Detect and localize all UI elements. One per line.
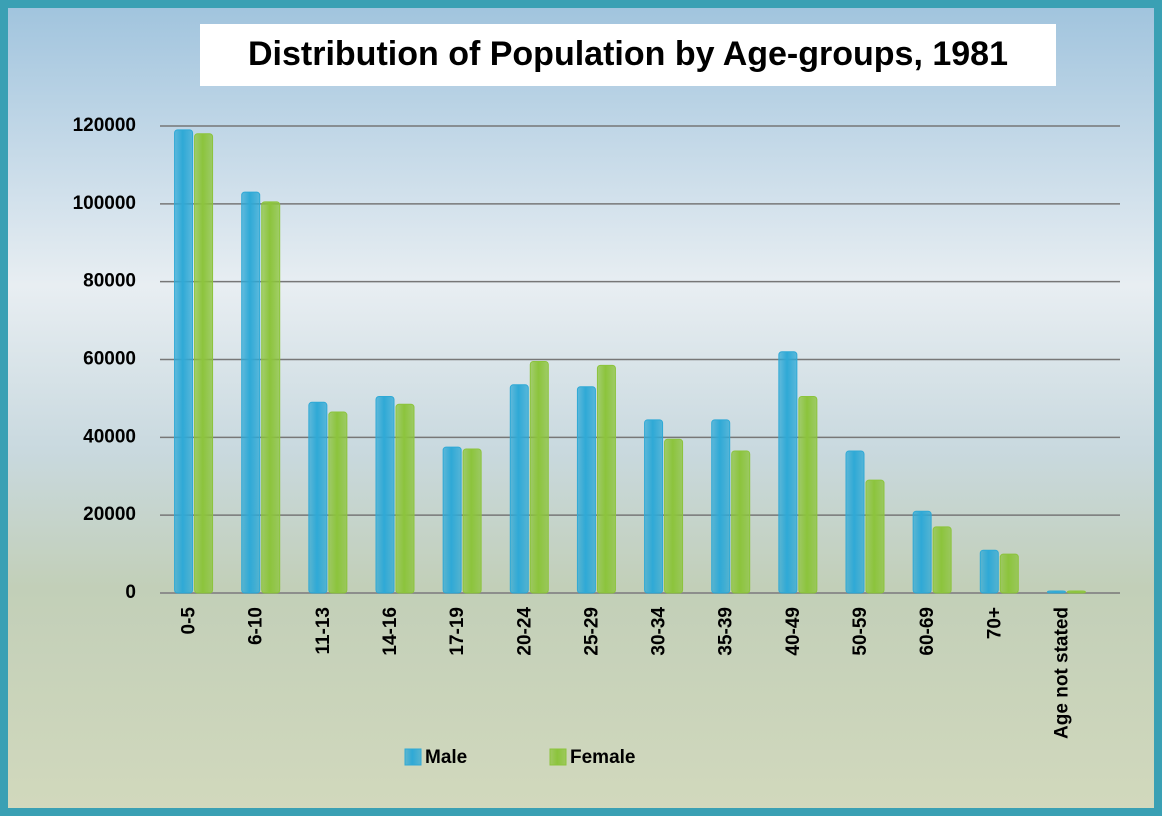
bar [913,511,931,593]
bar [597,365,615,593]
x-tick-label: 14-16 [380,607,401,656]
bar [1000,554,1018,593]
x-tick-label: 20-24 [514,607,535,656]
bar [376,396,394,593]
bar [866,480,884,593]
x-tick-label: 70+ [984,607,1005,639]
bar [242,192,260,593]
bar [262,202,280,593]
legend-swatch [405,749,421,765]
y-tick-label: 20000 [83,504,136,525]
x-tick-label: 30-34 [649,607,670,656]
x-tick-label: 25-29 [581,607,602,656]
legend-label: Male [425,747,467,768]
bar [933,527,951,593]
bar [1067,591,1085,593]
bar [712,420,730,593]
bar [980,550,998,593]
x-tick-label: 0-5 [179,607,200,635]
y-tick-label: 80000 [83,271,136,292]
y-tick-label: 120000 [73,115,136,136]
bar [175,130,193,593]
bar [577,387,595,593]
bar [1047,591,1065,593]
y-tick-label: 40000 [83,426,136,447]
bar [309,402,327,593]
chart-title: Distribution of Population by Age-groups… [248,35,1008,73]
bar [732,451,750,593]
bar [645,420,663,593]
y-tick-label: 0 [125,582,136,603]
bar [463,449,481,593]
x-tick-label: Age not stated [1051,607,1072,739]
bar [195,134,213,593]
x-tick-label: 17-19 [447,607,468,656]
bar [443,447,461,593]
bar [665,439,683,593]
bar [510,385,528,593]
bar [329,412,347,593]
x-tick-label: 40-49 [783,607,804,656]
legend-label: Female [570,747,635,768]
x-tick-label: 11-13 [313,607,334,655]
y-tick-label: 100000 [73,193,136,214]
chart: Distribution of Population by Age-groups… [0,0,1162,816]
bar [396,404,414,593]
x-tick-label: 60-69 [917,607,938,656]
bar [530,361,548,593]
legend-swatch [550,749,566,765]
x-tick-label: 35-39 [716,607,737,656]
bar [799,396,817,593]
y-tick-label: 60000 [83,349,136,370]
x-tick-label: 6-10 [246,607,267,645]
bar [846,451,864,593]
x-tick-label: 50-59 [850,607,871,656]
bar [779,352,797,593]
